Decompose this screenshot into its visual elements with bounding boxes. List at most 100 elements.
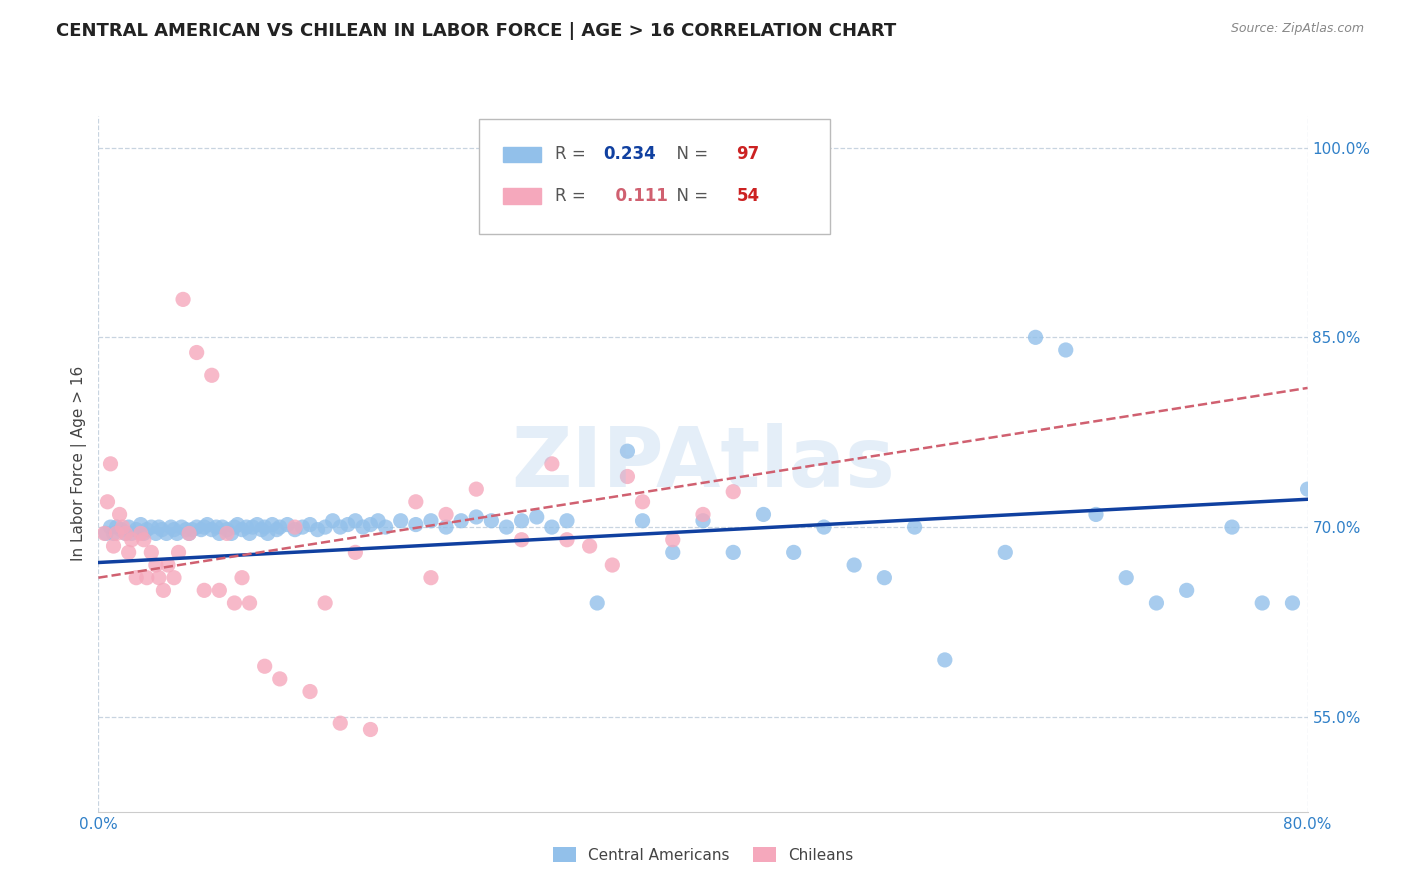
Point — [129, 517, 152, 532]
Point — [510, 533, 533, 547]
Point — [465, 482, 488, 496]
Point — [114, 526, 136, 541]
Point — [256, 526, 278, 541]
Point — [344, 514, 367, 528]
Point — [540, 520, 562, 534]
Point — [1054, 343, 1077, 357]
Point — [329, 520, 352, 534]
Point — [114, 526, 136, 541]
Point — [177, 526, 201, 541]
FancyBboxPatch shape — [479, 120, 830, 235]
Point — [873, 571, 896, 585]
Point — [103, 526, 125, 541]
Point — [904, 520, 927, 534]
Point — [132, 533, 155, 547]
Point — [578, 539, 600, 553]
Point — [135, 523, 157, 537]
Point — [307, 523, 329, 537]
Point — [235, 520, 257, 534]
Point — [186, 520, 208, 534]
Point — [242, 520, 264, 534]
Point — [661, 533, 683, 547]
Point — [1175, 583, 1198, 598]
Point — [1296, 482, 1319, 496]
Point — [105, 526, 128, 541]
Point — [782, 545, 804, 559]
Point — [129, 526, 152, 541]
Point — [419, 571, 441, 585]
Point — [253, 520, 276, 534]
Point — [250, 523, 273, 537]
Point — [100, 520, 122, 534]
Point — [156, 558, 179, 572]
Point — [389, 514, 412, 528]
Point — [616, 469, 638, 483]
Point — [150, 523, 173, 537]
Point — [266, 523, 288, 537]
Point — [239, 526, 262, 541]
Point — [221, 526, 243, 541]
Point — [224, 596, 246, 610]
Point — [226, 517, 249, 532]
Point — [352, 520, 374, 534]
Point — [215, 526, 238, 541]
Point — [360, 517, 382, 532]
Point — [382, 847, 405, 861]
Point — [181, 523, 204, 537]
Point — [148, 571, 170, 585]
Point — [246, 517, 269, 532]
Point — [170, 520, 193, 534]
Point — [555, 514, 578, 528]
Point — [269, 672, 291, 686]
Point — [1220, 520, 1243, 534]
Point — [721, 545, 744, 559]
Point — [163, 523, 186, 537]
Point — [152, 583, 174, 598]
Point — [374, 520, 396, 534]
Point — [1115, 571, 1137, 585]
Point — [172, 293, 194, 307]
Text: N =: N = — [666, 145, 714, 163]
Point — [211, 520, 233, 534]
Point — [284, 523, 307, 537]
Point — [160, 520, 183, 534]
Point — [224, 520, 246, 534]
Point — [121, 533, 143, 547]
Point — [540, 457, 562, 471]
Point — [111, 520, 134, 534]
Point — [1024, 330, 1046, 344]
Point — [174, 523, 197, 537]
Point — [262, 517, 284, 532]
Point — [336, 517, 359, 532]
Point — [148, 520, 170, 534]
Point — [752, 508, 775, 522]
Point — [586, 596, 609, 610]
Point — [526, 510, 548, 524]
Point — [205, 520, 228, 534]
Text: CENTRAL AMERICAN VS CHILEAN IN LABOR FORCE | AGE > 16 CORRELATION CHART: CENTRAL AMERICAN VS CHILEAN IN LABOR FOR… — [56, 22, 897, 40]
Point — [314, 596, 336, 610]
Point — [201, 523, 224, 537]
Point — [193, 520, 215, 534]
Point — [1144, 596, 1167, 610]
Point — [367, 514, 389, 528]
Point — [434, 508, 457, 522]
Point — [934, 653, 956, 667]
Point — [132, 526, 155, 541]
Text: Source: ZipAtlas.com: Source: ZipAtlas.com — [1230, 22, 1364, 36]
Text: 54: 54 — [737, 187, 759, 205]
Point — [94, 526, 117, 541]
Point — [93, 526, 115, 541]
Point — [405, 495, 427, 509]
Point — [721, 484, 744, 499]
Point — [215, 523, 238, 537]
Text: R =: R = — [555, 187, 592, 205]
Point — [269, 520, 291, 534]
Text: N =: N = — [666, 187, 714, 205]
Text: ZIPAtlas: ZIPAtlas — [510, 424, 896, 504]
Point — [813, 520, 835, 534]
Point — [661, 545, 683, 559]
Point — [465, 510, 488, 524]
Point — [1281, 596, 1303, 610]
Point — [616, 444, 638, 458]
